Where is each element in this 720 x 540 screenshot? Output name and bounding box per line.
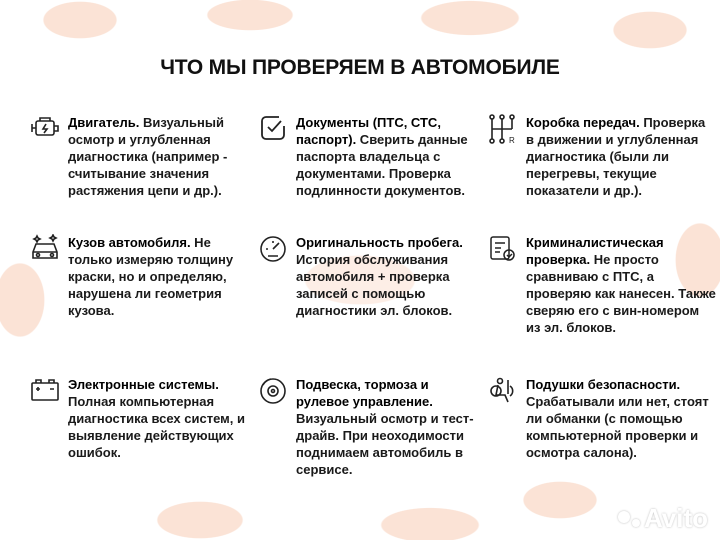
speedometer-icon [256,234,290,268]
item-text: Полная компьютерная диагностика всех сис… [68,394,245,460]
item-heading: Документы (ПТС, СТС, паспорт). [296,115,441,147]
avito-watermark: Avito [617,503,708,534]
gearbox-icon: R [486,114,520,148]
item-text: Визуальный осмотр и углубленная диагност… [68,115,228,198]
item-gearbox: R Коробка передач. Проверка в движении и… [486,114,718,230]
item-heading: Оригинальность пробега. [296,235,463,250]
brake-disc-icon [256,376,290,410]
item-car-body: Кузов автомобиля. Не только измеряю толщ… [28,234,256,372]
item-text: Сверить данные паспорта владельца с доку… [296,132,468,198]
item-text: Визуальный осмотр и тест-драйв. При неох… [296,411,474,477]
svg-text:R: R [509,136,515,144]
avito-wordmark: Avito [643,503,708,533]
item-heading: Криминалистическая проверка. [526,235,664,267]
item-text: История обслуживания автомобиля + провер… [296,252,453,318]
page-title: ЧТО МЫ ПРОВЕРЯЕМ В АВТОМОБИЛЕ [160,56,560,79]
item-suspension: Подвеска, тормоза и рулевое управление. … [256,376,486,478]
item-text: Не просто сравниваю с ПТС, а проверяю ка… [526,252,716,335]
item-engine: Двигатель. Визуальный осмотр и углубленн… [28,114,256,230]
item-text: Не только измеряю толщину краски, но и о… [68,235,234,318]
item-heading: Электронные системы. [68,377,219,392]
item-heading: Кузов автомобиля. [68,235,191,250]
forensic-certificate-icon [486,234,520,268]
avito-logo-icon [617,510,640,527]
item-text: Срабатывали или нет, стоят ли обманки (с… [526,394,709,460]
item-airbags: Подушки безопасности. Срабатывали или не… [486,376,718,478]
item-heading: Подушки безопасности. [526,377,681,392]
item-forensic: Криминалистическая проверка. Не просто с… [486,234,718,372]
airbag-icon [486,376,520,410]
car-body-icon [28,234,62,268]
item-mileage: Оригинальность пробега. История обслужив… [256,234,486,372]
item-electronics: Электронные системы. Полная компьютерная… [28,376,256,478]
battery-icon [28,376,62,410]
item-text: Проверка в движении и углубленная диагно… [526,115,706,198]
item-heading: Коробка передач. [526,115,640,130]
engine-icon [28,114,62,148]
items-grid: Двигатель. Визуальный осмотр и углубленн… [28,114,718,478]
item-heading: Двигатель. [68,115,140,130]
item-heading: Подвеска, тормоза и рулевое управление. [296,377,433,409]
checkbox-icon [256,114,290,148]
item-documents: Документы (ПТС, СТС, паспорт). Сверить д… [256,114,486,230]
